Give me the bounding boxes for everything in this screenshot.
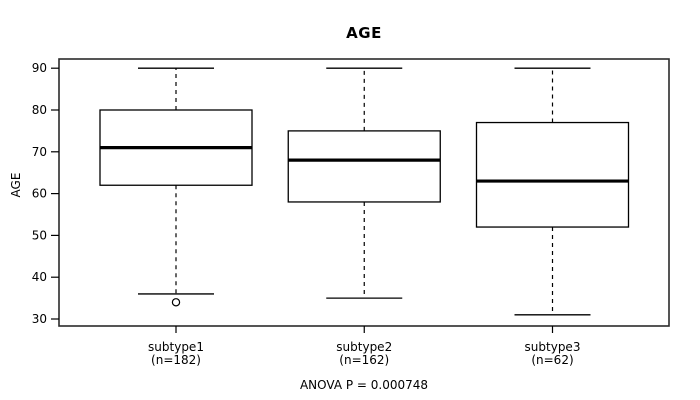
outlier-point [171,298,181,307]
iqr-box [475,121,630,228]
group-n-label: (n=162) [339,353,389,367]
group-n-label: (n=62) [531,353,573,367]
y-axis-tick-label: 60 [32,187,47,201]
y-axis-tick-label: 90 [32,61,47,75]
y-axis-tick-label: 30 [32,312,47,326]
y-axis-tick-label: 50 [32,228,47,242]
group-n-label: (n=182) [151,353,201,367]
y-axis-tick-label: 40 [32,270,47,284]
y-axis-tick-label: 80 [32,103,47,117]
group-label: subtype2 [336,340,392,354]
y-axis-title: AGE [9,172,23,198]
y-axis-tick-label: 70 [32,145,47,159]
group-label: subtype1 [148,340,204,354]
iqr-box [287,130,441,203]
chart-title: AGE [346,24,382,42]
anova-annotation: ANOVA P = 0.000748 [299,378,429,392]
group-label: subtype3 [525,340,581,354]
